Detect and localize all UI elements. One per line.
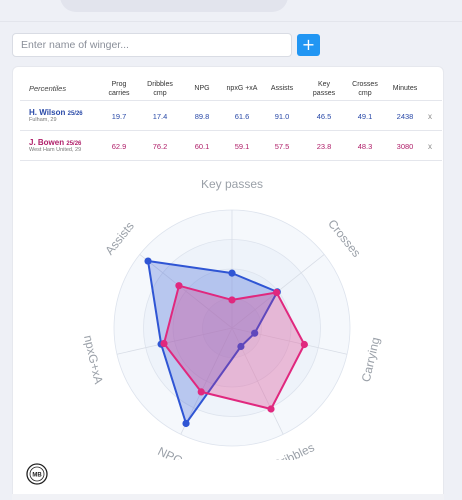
radar-axis-label: Dribbles (271, 440, 317, 460)
series-point-2 (272, 288, 281, 297)
player-name[interactable]: H. Wilson 25/26 (29, 108, 83, 117)
logo-text: MB (32, 472, 42, 478)
radar-spoke (139, 254, 233, 329)
assists-value: 91.0 (274, 112, 290, 121)
minutes-value: 2438 (396, 112, 414, 121)
header-divider (0, 21, 462, 22)
header-key-passes: Key passes (312, 81, 336, 97)
series-point-2 (300, 340, 308, 349)
series-point-2 (175, 282, 183, 290)
series-point-2 (228, 296, 236, 304)
series-area-2 (163, 284, 306, 411)
series-point-2 (197, 388, 205, 396)
radar-axis-label: NPG (156, 444, 186, 460)
crosses-value: 49.1 (357, 112, 373, 121)
series-point-1 (228, 269, 236, 277)
table-row: H. Wilson 25/26 Fulham, 29 19.7 17.4 89.… (20, 102, 442, 131)
header-npg: NPG (194, 85, 210, 92)
series-area-1 (147, 260, 279, 425)
assists-value: 57.5 (274, 142, 290, 151)
winger-search-input[interactable] (12, 33, 292, 57)
series-point-2 (267, 405, 275, 413)
table-row: J. Bowen 25/26 West Ham United, 29 62.9 … (20, 132, 442, 161)
series-point-1 (182, 419, 190, 428)
header-assists: Assists (270, 85, 294, 92)
npxg-xa-value: 59.1 (234, 142, 250, 151)
player-name[interactable]: J. Bowen 25/26 (29, 138, 82, 147)
npg-value: 60.1 (194, 142, 210, 151)
bottom-strip (12, 494, 444, 500)
key-passes-value: 46.5 (316, 112, 332, 121)
series-point-2 (160, 339, 168, 348)
radar-spoke (180, 327, 233, 435)
radar-axis-label: Assists (102, 219, 137, 257)
prog-carries-value: 19.7 (111, 112, 127, 121)
table-header: Percentiles Prog carries Dribbles cmp NP… (20, 76, 442, 101)
header-minutes: Minutes (392, 85, 418, 92)
header-percentiles: Percentiles (29, 84, 67, 93)
mb-logo: MB (26, 463, 48, 485)
radar-axis-label: npxG+xA (81, 334, 106, 386)
radar-axis-label: Key passes (201, 180, 263, 191)
player-club: Fulham, 29 (29, 117, 57, 123)
radar-chart: Key passes Crosses Carrying Dribbles NPG npxG… (81, 180, 383, 460)
header-crosses: Crosses cmp (352, 81, 378, 97)
dribbles-value: 76.2 (152, 142, 168, 151)
series-point-1 (237, 342, 245, 351)
remove-player-button[interactable]: x (428, 112, 432, 121)
series-point-1 (144, 257, 152, 265)
crosses-value: 48.3 (357, 142, 373, 151)
series-point-1 (251, 329, 259, 337)
npg-value: 89.8 (194, 112, 210, 121)
radar-axis-label: Crosses (325, 217, 363, 260)
top-tab-pill (60, 0, 288, 12)
dribbles-value: 17.4 (152, 112, 168, 121)
radar-spoke (116, 327, 233, 355)
header-dribbles: Dribbles cmp (147, 81, 173, 97)
npxg-xa-value: 61.6 (234, 112, 250, 121)
minutes-value: 3080 (396, 142, 414, 151)
add-winger-button[interactable]: + (297, 34, 320, 56)
key-passes-value: 23.8 (316, 142, 332, 151)
header-npxg-xa: npxG +xA (226, 85, 258, 92)
remove-player-button[interactable]: x (428, 142, 432, 151)
player-club: West Ham United, 29 (29, 147, 82, 153)
radar-axis-label: Carrying (359, 336, 383, 383)
prog-carries-value: 62.9 (111, 142, 127, 151)
header-prog-carries: Prog carries (108, 81, 130, 97)
